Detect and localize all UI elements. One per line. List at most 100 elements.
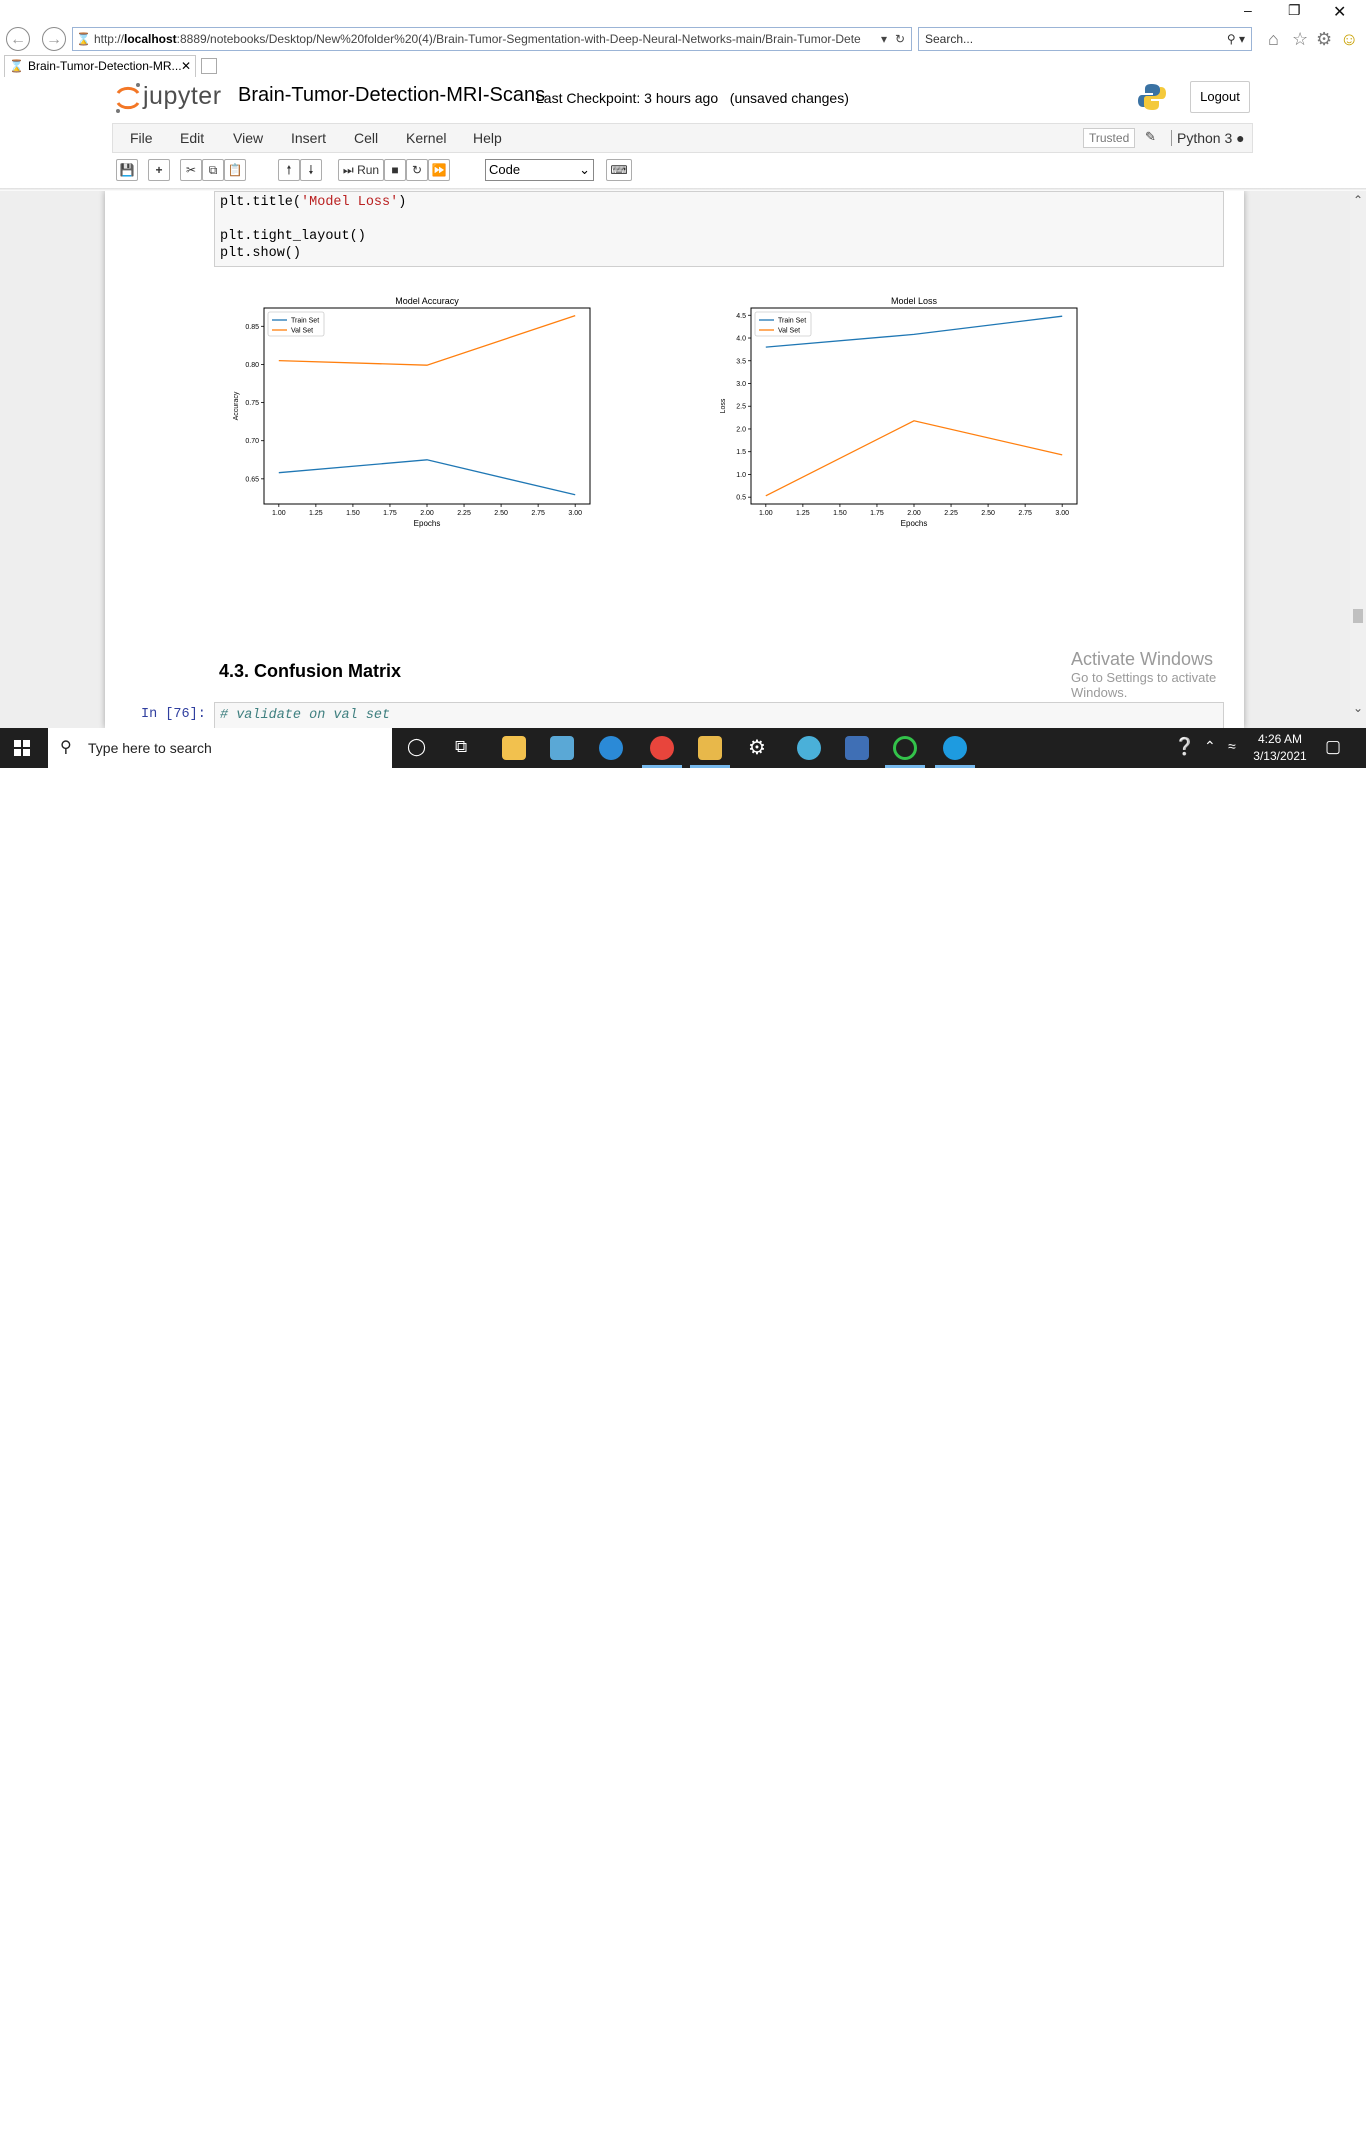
cell-prompt: In [76]:	[141, 707, 206, 722]
y-tick-label: 1.5	[736, 449, 746, 456]
file-explorer-icon[interactable]	[698, 736, 722, 760]
menu-edit[interactable]: Edit	[180, 130, 205, 146]
loading-app-icon[interactable]	[893, 736, 917, 760]
legend-label: Val Set	[291, 328, 313, 335]
jupyter-logo-icon[interactable]	[114, 81, 142, 115]
x-tick-label: 3.00	[1055, 510, 1069, 517]
series-line-val-set	[765, 420, 1063, 497]
series-line-val-set	[278, 314, 576, 366]
settings-icon[interactable]: ⚙	[748, 737, 766, 759]
taskbar-search-input[interactable]: ⚲ Type here to search	[48, 728, 392, 768]
home-icon[interactable]: ⌂	[1268, 29, 1279, 49]
x-tick-label: 1.50	[346, 510, 360, 517]
logout-button[interactable]: Logout	[1190, 81, 1250, 113]
menu-view[interactable]: View	[233, 130, 264, 146]
smiley-feedback-icon[interactable]: ☺	[1340, 29, 1359, 49]
interrupt-icon[interactable]: ■	[384, 159, 406, 181]
notebook-area: plt.title('Model Loss') plt.tight_layout…	[0, 191, 1350, 728]
help-icon[interactable]: ❔	[1174, 737, 1196, 756]
close-window-icon[interactable]: ✕	[1333, 4, 1347, 21]
dropdown-icon[interactable]: ▾	[876, 28, 887, 50]
restart-run-all-icon[interactable]: ⏩	[428, 159, 450, 181]
edge-icon[interactable]	[599, 736, 623, 760]
menu-file[interactable]: File	[130, 130, 153, 146]
chart-title: Model Loss	[891, 296, 938, 306]
menu-insert[interactable]: Insert	[291, 130, 327, 146]
notepad-icon[interactable]	[550, 736, 574, 760]
scroll-thumb[interactable]	[1353, 609, 1363, 623]
move-up-icon[interactable]: 🠕	[278, 159, 300, 181]
x-tick-label: 1.50	[833, 510, 847, 517]
back-icon[interactable]: ←	[6, 27, 30, 51]
jupyter-logo-text[interactable]: jupyter	[143, 82, 222, 110]
cell-type-select[interactable]: Code ⌄	[485, 159, 594, 181]
notebook-name[interactable]: Brain-Tumor-Detection-MRI-Scans	[238, 84, 546, 106]
y-tick-label: 2.0	[736, 426, 746, 433]
chevron-down-icon: ⌄	[579, 162, 590, 177]
vertical-scrollbar[interactable]: ⌃ ⌄	[1350, 191, 1366, 728]
insert-cell-icon[interactable]: +	[148, 159, 170, 181]
menu-cell[interactable]: Cell	[354, 130, 379, 146]
legend-label: Val Set	[778, 328, 800, 335]
kernel-indicator: Python 3 ●	[1171, 130, 1245, 146]
remote-desktop-icon[interactable]	[845, 736, 869, 760]
store-icon[interactable]	[502, 736, 526, 760]
accuracy-plot: Model Accuracy Epochs Accuracy 1.00 1.25 1.50…	[233, 296, 591, 528]
command-palette-icon[interactable]: ⌨	[606, 159, 632, 181]
settings-gear-icon[interactable]: ⚙	[1316, 29, 1333, 49]
trusted-badge[interactable]: Trusted	[1083, 128, 1136, 148]
run-icon: ⏭	[342, 163, 354, 177]
paste-icon[interactable]: 📋	[224, 159, 246, 181]
search-icon[interactable]: ⚲ ▾	[1226, 32, 1245, 46]
restore-icon[interactable]: ❐	[1288, 2, 1301, 18]
internet-explorer-icon[interactable]	[943, 736, 967, 760]
y-tick-label: 0.85	[245, 324, 259, 331]
scroll-down-icon[interactable]: ⌄	[1353, 701, 1364, 715]
y-tick-label: 3.5	[736, 358, 746, 365]
save-icon[interactable]: 💾	[116, 159, 138, 181]
cortana-icon[interactable]: ◯	[407, 737, 427, 756]
minimize-icon[interactable]: –	[1244, 2, 1252, 18]
copy-icon[interactable]: ⧉	[202, 159, 224, 181]
new-tab-button[interactable]	[201, 58, 217, 74]
plot-frame	[750, 307, 1078, 505]
edit-pencil-icon[interactable]: ✎	[1145, 129, 1156, 144]
refresh-icon[interactable]: ↻	[894, 28, 905, 50]
menu-help[interactable]: Help	[473, 130, 502, 146]
task-view-icon[interactable]: ⧉	[455, 737, 468, 756]
forward-icon[interactable]: →	[42, 27, 66, 51]
menu-kernel[interactable]: Kernel	[406, 130, 447, 146]
notebook-toolbar: 💾 + ✂ ⧉ 📋 🠕 🠗 ⏭ Run ■ ↻ ⏩ Code ⌄ ⌨	[112, 156, 1253, 186]
y-tick-label: 3.0	[736, 381, 746, 388]
wifi-icon[interactable]: ≈	[1228, 738, 1236, 754]
y-tick-label: 2.5	[736, 404, 746, 411]
app-icon[interactable]	[797, 736, 821, 760]
code-cell[interactable]: plt.title('Model Loss') plt.tight_layout…	[214, 191, 1224, 267]
url-field[interactable]: ⌛ http://localhost:8889/notebooks/Desktop…	[72, 27, 912, 51]
y-axis-label: Loss	[720, 398, 727, 413]
restart-icon[interactable]: ↻	[406, 159, 428, 181]
chevron-up-icon[interactable]: ⌃	[1204, 738, 1216, 754]
code-cell-next[interactable]: # validate on val set	[214, 702, 1224, 728]
jupyter-header: jupyter Brain-Tumor-Detection-MRI-Scans …	[0, 77, 1366, 123]
run-button[interactable]: ⏭ Run	[338, 159, 384, 181]
chrome-icon[interactable]	[650, 736, 674, 760]
x-tick-label: 2.50	[981, 510, 995, 517]
x-tick-label: 2.50	[494, 510, 508, 517]
notifications-icon[interactable]: ▢	[1325, 737, 1342, 756]
x-tick-label: 1.75	[870, 510, 884, 517]
favorites-star-icon[interactable]: ☆	[1292, 29, 1309, 49]
cell-code[interactable]: plt.title('Model Loss') plt.tight_layout…	[220, 195, 407, 261]
y-tick-label: 4.0	[736, 336, 746, 343]
browser-search-input[interactable]: Search... ⚲ ▾	[918, 27, 1252, 51]
windows-start-icon[interactable]	[14, 740, 30, 756]
x-tick-label: 2.00	[420, 510, 434, 517]
scroll-up-icon[interactable]: ⌃	[1353, 193, 1364, 207]
cut-icon[interactable]: ✂	[180, 159, 202, 181]
legend-label: Train Set	[291, 318, 319, 325]
clock[interactable]: 4:26 AM 3/13/2021	[1253, 732, 1307, 763]
move-down-icon[interactable]: 🠗	[300, 159, 322, 181]
close-tab-icon[interactable]: ✕	[180, 59, 191, 73]
browser-tab[interactable]: ⌛ Brain-Tumor-Detection-MR... ✕	[4, 55, 196, 77]
